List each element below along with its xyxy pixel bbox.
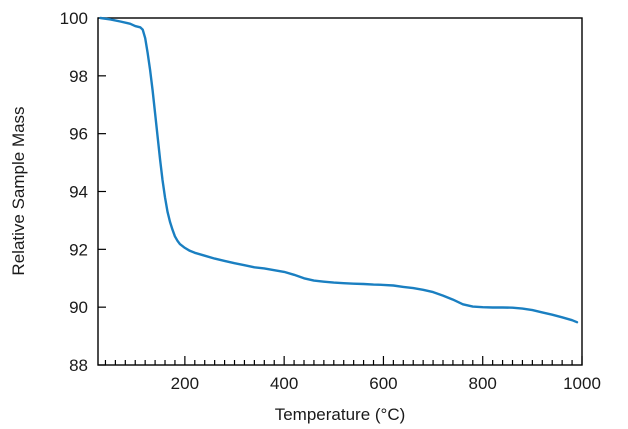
x-tick-label: 200 [171, 374, 199, 393]
x-tick-label: 800 [469, 374, 497, 393]
y-tick-label: 88 [69, 356, 88, 375]
x-tick-label: 1000 [563, 374, 601, 393]
y-tick-label: 98 [69, 67, 88, 86]
y-tick-label: 90 [69, 298, 88, 317]
y-axis-title: Relative Sample Mass [9, 106, 28, 275]
x-tick-label: 600 [369, 374, 397, 393]
y-tick-label: 100 [60, 9, 88, 28]
x-axis-title: Temperature (°C) [275, 405, 406, 424]
y-tick-label: 92 [69, 240, 88, 259]
y-tick-label: 96 [69, 125, 88, 144]
plot-frame [97, 17, 583, 366]
series-layer [99, 16, 579, 324]
x-axis-ticks: 200 400 600 800 1000 [104, 356, 601, 393]
y-axis-ticks: 88 90 92 94 96 98 100 [60, 9, 106, 375]
x-tick-label: 400 [270, 374, 298, 393]
y-tick-label: 94 [69, 183, 88, 202]
mass-curve-line [99, 16, 579, 324]
